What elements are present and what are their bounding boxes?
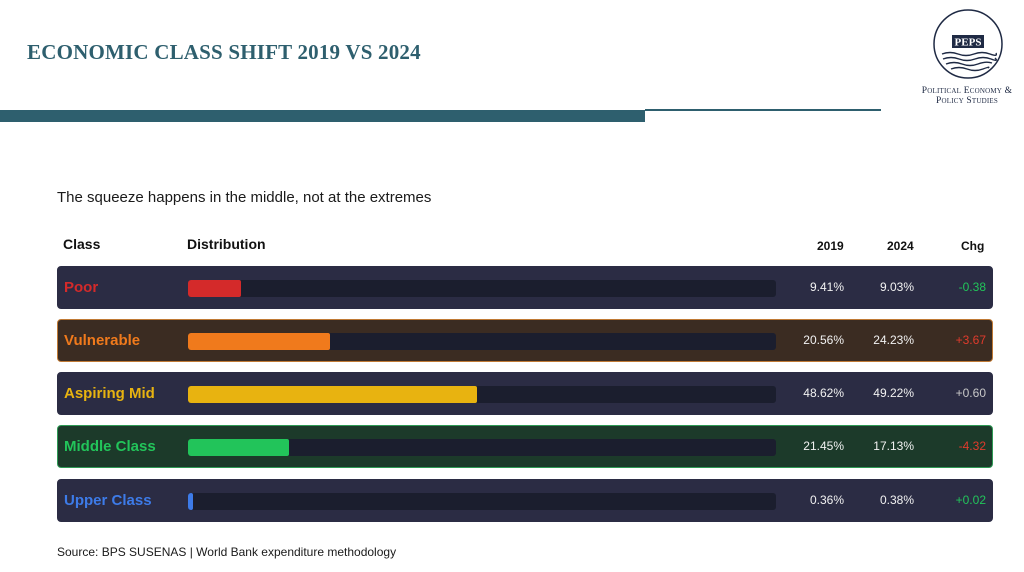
bar-fill <box>188 493 193 510</box>
logo-caption-line2: Policy Studies <box>935 96 998 106</box>
value-2019: 0.36% <box>809 493 844 507</box>
header-rule-thick <box>0 110 645 122</box>
bar-track <box>188 280 776 297</box>
class-label: Poor <box>64 279 99 296</box>
value-change: +3.67 <box>955 333 986 347</box>
class-label: Vulnerable <box>64 332 141 349</box>
value-2019: 21.45% <box>803 439 844 453</box>
row-middle-class: Middle Class 21.45% 17.13% -4.32 <box>57 425 993 468</box>
chart-subtitle: The squeeze happens in the middle, not a… <box>57 189 432 206</box>
logo-caption: Political Economy & Policy Studies <box>905 86 1024 106</box>
page-title: ECONOMIC CLASS SHIFT 2019 VS 2024 <box>27 40 421 64</box>
value-2024: 24.23% <box>873 333 914 347</box>
row-aspiring-mid: Aspiring Mid 48.62% 49.22% +0.60 <box>57 372 993 415</box>
value-2019: 20.56% <box>803 333 844 347</box>
header-rule-thin <box>645 109 881 111</box>
bar-track <box>188 386 776 403</box>
col-header-2019: 2019 <box>817 239 844 253</box>
col-header-class: Class <box>63 236 101 252</box>
value-change: -4.32 <box>958 439 986 453</box>
col-header-distribution: Distribution <box>187 236 266 252</box>
source-note: Source: BPS SUSENAS | World Bank expendi… <box>57 545 397 559</box>
bar-track <box>188 493 776 510</box>
row-upper-class: Upper Class 0.36% 0.38% +0.02 <box>57 479 993 522</box>
bar-fill <box>188 333 331 350</box>
peps-logo: PEPS <box>933 9 1003 79</box>
value-change: +0.60 <box>955 386 986 400</box>
value-2019: 9.41% <box>809 280 844 294</box>
value-2024: 9.03% <box>879 280 914 294</box>
bar-track <box>188 439 776 456</box>
logo-text: PEPS <box>955 37 982 49</box>
value-2024: 0.38% <box>879 493 914 507</box>
row-vulnerable: Vulnerable 20.56% 24.23% +3.67 <box>57 319 993 362</box>
value-2024: 49.22% <box>873 386 914 400</box>
class-label: Aspiring Mid <box>64 385 155 402</box>
value-2019: 48.62% <box>803 386 844 400</box>
bar-track <box>188 333 776 350</box>
col-header-chg: Chg <box>961 239 985 253</box>
bar-fill <box>188 280 242 297</box>
col-header-2024: 2024 <box>887 239 914 253</box>
logo-caption-line1: Political Economy & <box>921 86 1013 96</box>
value-change: -0.38 <box>958 280 986 294</box>
value-change: +0.02 <box>955 493 986 507</box>
value-2024: 17.13% <box>873 439 914 453</box>
bar-fill <box>188 386 478 403</box>
bar-fill <box>188 439 289 456</box>
class-label: Upper Class <box>64 492 152 509</box>
row-poor: Poor 9.41% 9.03% -0.38 <box>57 266 993 309</box>
class-label: Middle Class <box>64 438 156 455</box>
